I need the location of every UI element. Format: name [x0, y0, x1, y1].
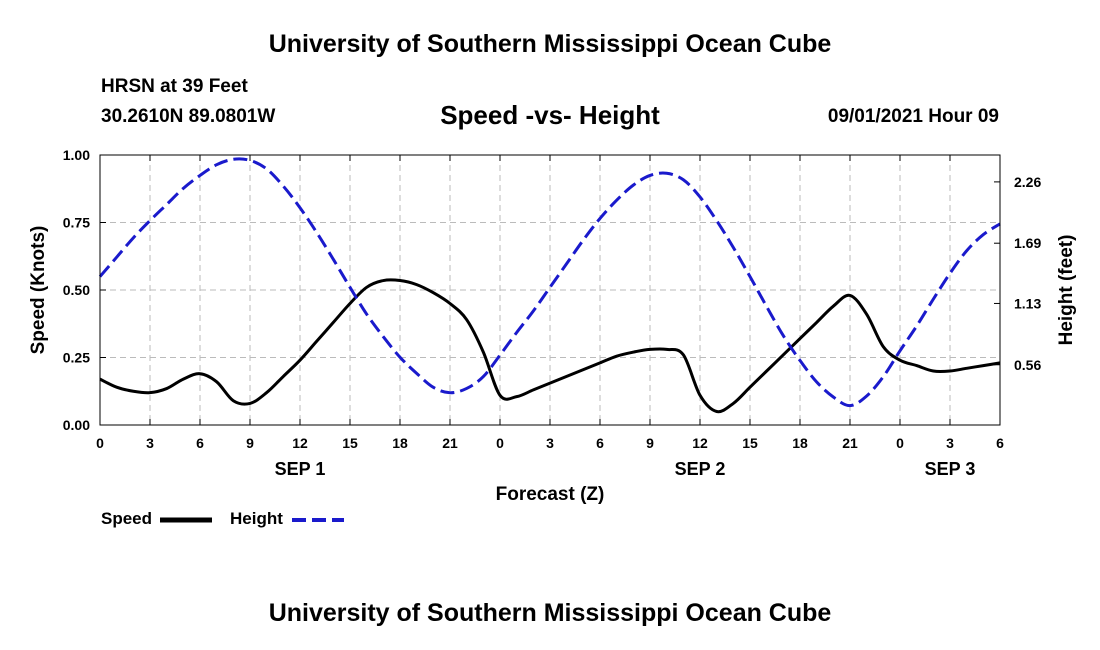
x-tick-label: 18 — [792, 435, 808, 451]
y-axis-title-left: Speed (Knots) — [28, 226, 49, 355]
axes: 0 3 6 9 12 15 18 21 0 3 6 9 12 15 18 21 0 3 6 0.00 0.25 0.50 0… — [63, 147, 1042, 479]
x-tick-label: 12 — [692, 435, 708, 451]
x-tick-label: 12 — [292, 435, 308, 451]
x-tick-label: 15 — [742, 435, 758, 451]
legend-speed-label: Speed — [101, 509, 153, 528]
x-tick-label: 0 — [896, 435, 904, 451]
x-tick-label: 21 — [442, 435, 458, 451]
legend-height-label: Height — [230, 509, 283, 528]
x-tick-label: 6 — [596, 435, 604, 451]
x-tick-label: 3 — [546, 435, 554, 451]
x-tick-label: 6 — [196, 435, 204, 451]
x-tick-label: 3 — [146, 435, 154, 451]
y-tick-label-right: 2.26 — [1014, 174, 1041, 190]
y-tick-label-left: 0.25 — [63, 350, 90, 366]
x-tick-label: 6 — [996, 435, 1004, 451]
x-tick-label: 9 — [246, 435, 254, 451]
date-label: SEP 3 — [925, 459, 976, 479]
x-tick-label: 21 — [842, 435, 858, 451]
y-tick-label-right: 0.56 — [1014, 357, 1041, 373]
x-tick-label: 18 — [392, 435, 408, 451]
x-tick-label: 9 — [646, 435, 654, 451]
x-tick-label: 15 — [342, 435, 358, 451]
page-title: University of Southern Mississippi Ocean… — [268, 30, 832, 58]
date-label: SEP 1 — [275, 459, 326, 479]
footer-title: University of Southern Mississippi Ocean… — [268, 599, 832, 627]
y-tick-label-left: 1.00 — [63, 147, 90, 163]
y-tick-label-left: 0.75 — [63, 215, 90, 231]
x-tick-label: 3 — [946, 435, 954, 451]
x-axis-title: Forecast (Z) — [496, 484, 605, 505]
speed-series-line — [99, 278, 1001, 414]
y-tick-label-right: 1.69 — [1014, 235, 1041, 251]
forecast-run-time: 09/01/2021 Hour 09 — [827, 106, 999, 127]
y-axis-title-right: Height (feet) — [1056, 235, 1077, 346]
y-tick-label-right: 1.13 — [1014, 295, 1041, 311]
x-tick-label: 0 — [496, 435, 504, 451]
date-label: SEP 2 — [675, 459, 726, 479]
station-name: HRSN at 39 Feet — [101, 76, 248, 97]
y-tick-label-left: 0.50 — [63, 282, 90, 298]
grid — [100, 155, 1000, 425]
y-tick-label-left: 0.00 — [63, 417, 90, 433]
height-series-line — [98, 157, 1001, 408]
x-tick-label: 0 — [96, 435, 104, 451]
chart-subtitle: Speed -vs- Height — [440, 100, 660, 130]
station-coordinates: 30.2610N 89.0801W — [101, 106, 276, 127]
series-layer — [98, 157, 1001, 414]
